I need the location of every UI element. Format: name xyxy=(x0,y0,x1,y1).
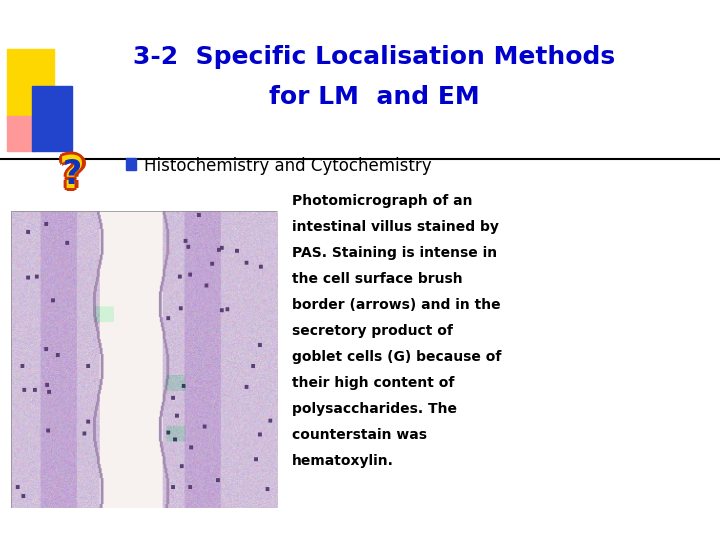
Bar xyxy=(126,158,136,170)
Text: polysaccharides. The: polysaccharides. The xyxy=(292,402,456,416)
Text: for LM  and EM: for LM and EM xyxy=(269,85,480,109)
Text: secretory product of: secretory product of xyxy=(292,324,452,338)
Text: ?: ? xyxy=(61,152,87,195)
Text: border (arrows) and in the: border (arrows) and in the xyxy=(292,298,500,312)
Bar xyxy=(7,49,54,119)
Text: hematoxylin.: hematoxylin. xyxy=(292,454,393,468)
Text: ?: ? xyxy=(59,154,85,197)
Text: ?: ? xyxy=(55,154,81,197)
Text: goblet cells (G) because of: goblet cells (G) because of xyxy=(292,350,501,364)
Text: intestinal villus stained by: intestinal villus stained by xyxy=(292,220,498,234)
Text: PAS. Staining is intense in: PAS. Staining is intense in xyxy=(292,246,497,260)
Text: their high content of: their high content of xyxy=(292,376,454,390)
Text: ?: ? xyxy=(61,156,87,199)
Text: ?: ? xyxy=(57,156,83,199)
Text: ?: ? xyxy=(59,151,85,194)
Text: ?: ? xyxy=(57,152,83,195)
Text: Photomicrograph of an: Photomicrograph of an xyxy=(292,194,472,208)
Text: ?: ? xyxy=(63,158,81,191)
Text: the cell surface brush: the cell surface brush xyxy=(292,272,462,286)
Text: ?: ? xyxy=(59,157,85,200)
Text: Histochemistry and Cytochemistry: Histochemistry and Cytochemistry xyxy=(144,157,431,175)
Bar xyxy=(7,116,35,151)
Text: counterstain was: counterstain was xyxy=(292,428,426,442)
Text: 3-2  Specific Localisation Methods: 3-2 Specific Localisation Methods xyxy=(133,45,616,69)
Bar xyxy=(32,86,72,151)
Text: ?: ? xyxy=(63,154,89,197)
